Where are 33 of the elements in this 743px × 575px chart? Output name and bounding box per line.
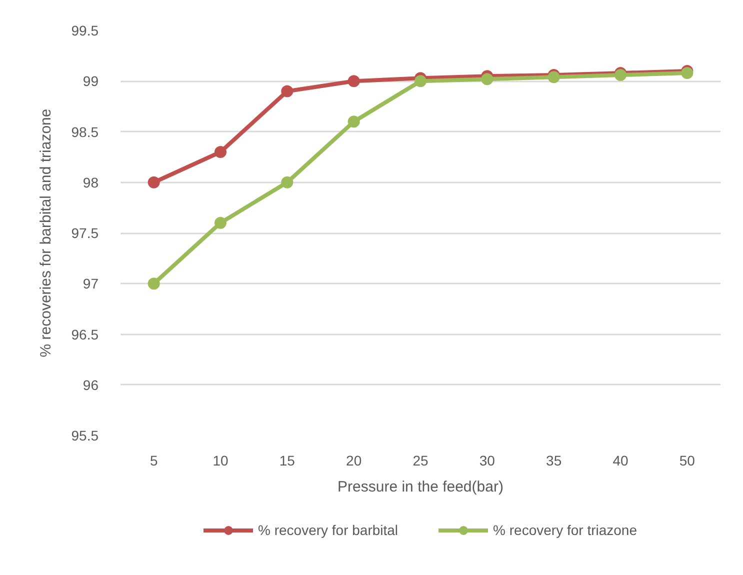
point	[414, 75, 426, 88]
x-tick-label: 30	[479, 452, 496, 468]
x-tick-label: 25	[412, 452, 428, 468]
point	[214, 216, 226, 229]
x-axis-title: Pressure in the feed(bar)	[338, 478, 504, 496]
x-tick-label: 5	[150, 452, 158, 468]
point	[681, 67, 694, 80]
y-axis-title: % recoveries for barbital and triazone	[37, 108, 54, 358]
y-tick-label: 99.5	[71, 22, 99, 38]
x-tick-label: 35	[546, 452, 562, 468]
point	[148, 278, 160, 290]
point	[281, 176, 294, 188]
y-tick-label: 95.5	[71, 428, 99, 444]
y-tick-label: 98.5	[71, 124, 99, 140]
y-tick-label: 97	[82, 276, 99, 292]
point	[348, 116, 360, 128]
x-tick-label: 10	[212, 452, 228, 468]
x-tick-label: 50	[679, 452, 696, 468]
y-tick-label: 98	[82, 174, 99, 190]
legend-label: % recovery for triazone	[493, 522, 638, 538]
x-tick-label: 15	[279, 452, 296, 468]
point	[281, 85, 294, 98]
point	[214, 146, 226, 158]
point	[148, 176, 160, 188]
y-tick-label: 96	[82, 376, 99, 393]
x-tick-label: 20	[346, 452, 362, 468]
legend-label: % recovery for barbital	[258, 522, 398, 538]
y-tick-label: 97.5	[71, 225, 99, 241]
y-tick-label: 96.5	[71, 326, 99, 342]
point	[348, 75, 360, 88]
point	[481, 73, 494, 86]
y-tick-label: 99	[82, 73, 99, 90]
x-tick-label: 40	[612, 452, 628, 468]
